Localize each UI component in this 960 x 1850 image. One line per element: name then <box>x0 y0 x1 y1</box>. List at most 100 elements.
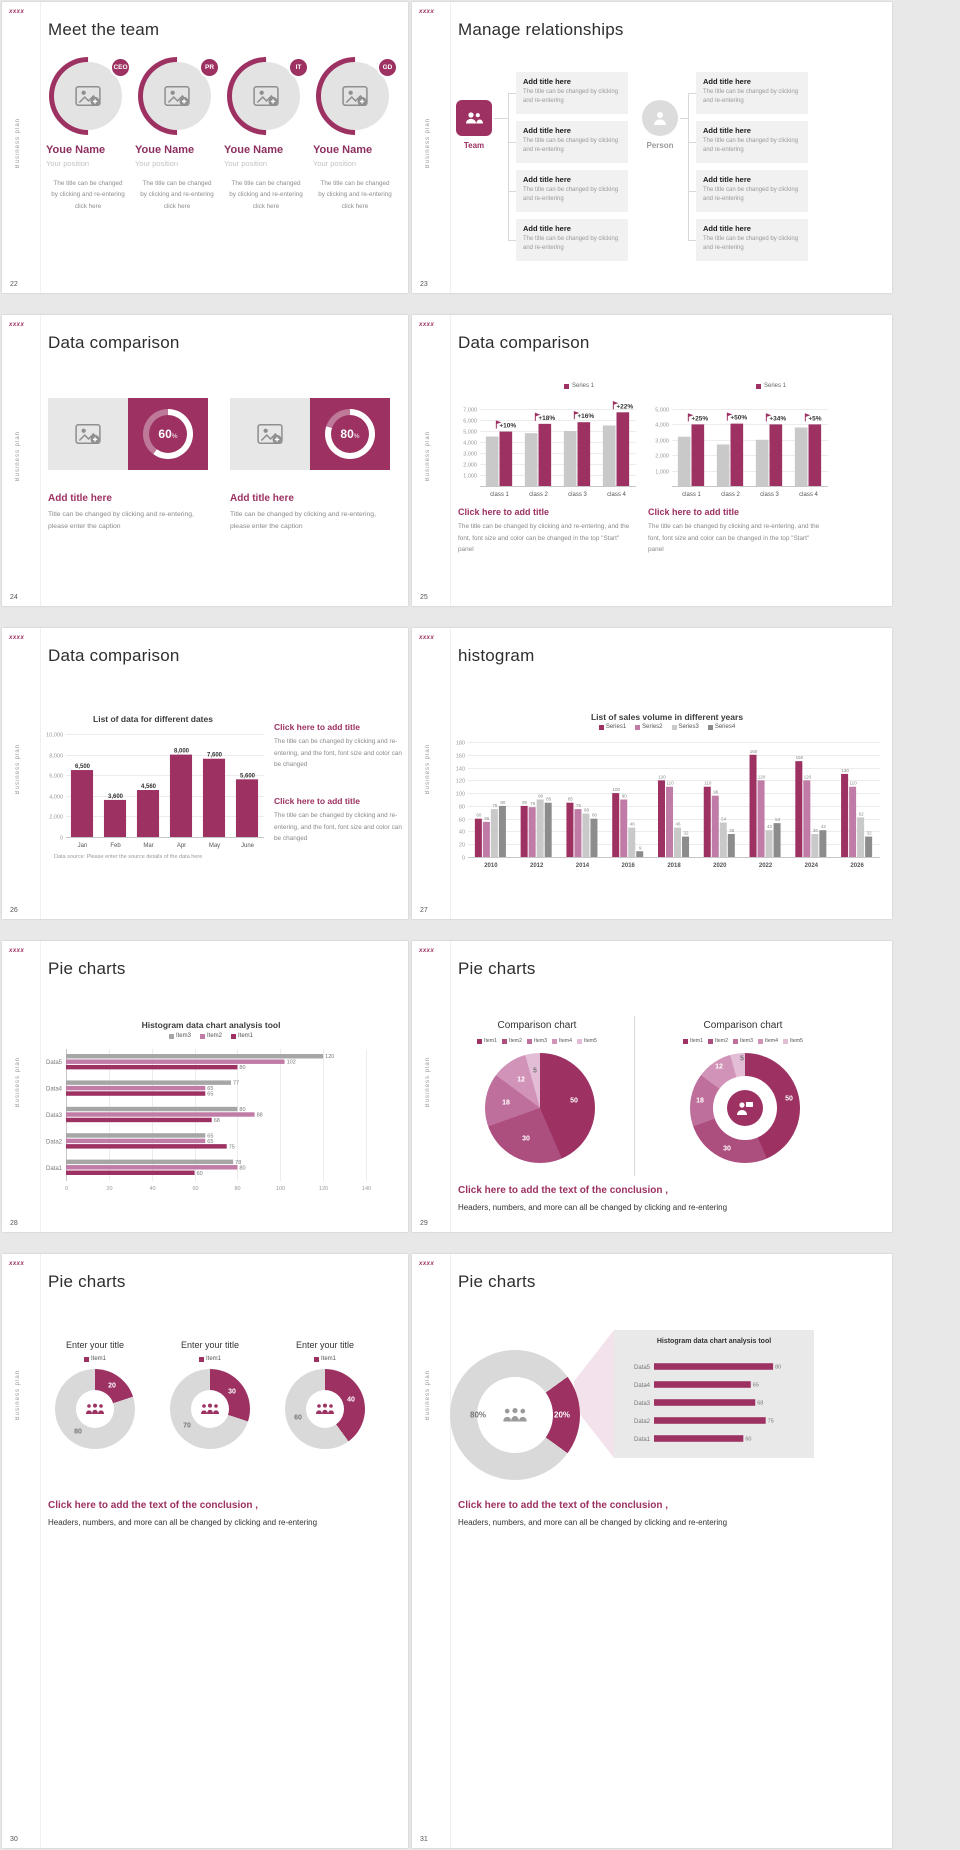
legend-item: Item1 <box>683 1038 703 1044</box>
people-icon <box>466 112 483 124</box>
chart-legend: Series1 Series2 Series3 Series4 <box>450 724 884 730</box>
title-box: Add title here The title can be changed b… <box>516 219 628 261</box>
slide-27-histogram[interactable]: xxxx Business plan histogram List of sal… <box>412 628 892 919</box>
slide-29-pie-charts[interactable]: xxxx Business plan Pie charts Comparison… <box>412 941 892 1232</box>
chart-title: Enter your title <box>65 1340 125 1350</box>
chart-legend: Item1 <box>158 1356 262 1362</box>
slide-28-pie-charts[interactable]: xxxx Business plan Pie charts Histogram … <box>2 941 408 1232</box>
slide-23-manage-relationships[interactable]: xxxx Business plan Manage relationships … <box>412 2 892 293</box>
legend-item: Series2 <box>635 724 663 730</box>
progress-unit: % <box>353 433 360 440</box>
legend-item: Item2 <box>502 1038 522 1044</box>
legend-swatch <box>168 1033 174 1039</box>
connector-line <box>688 93 696 94</box>
chart-legend: Item3 Item2 Item1 <box>40 1033 382 1039</box>
legend-swatch <box>733 1038 738 1044</box>
legend-label: Item2 <box>715 1038 728 1044</box>
legend-item: Item3 <box>527 1038 547 1044</box>
avatar: PR <box>121 40 233 152</box>
page-number: 23 <box>420 281 428 288</box>
legend-label: Item4 <box>558 1038 572 1044</box>
legend-swatch <box>527 1038 532 1044</box>
image-placeholder-icon <box>257 424 283 444</box>
pie-label: 5 <box>740 1055 744 1063</box>
legend-label: Item5 <box>583 1038 597 1044</box>
image-placeholder-icon <box>75 424 101 444</box>
legend-swatch <box>598 724 604 730</box>
stat-card: 80% <box>230 398 390 470</box>
card-description: Title can be changed by clicking and re-… <box>230 511 376 531</box>
legend-swatch <box>564 383 569 389</box>
slide-24-data-comparison[interactable]: xxxx Business plan Data comparison 60% 8… <box>2 315 408 606</box>
box-description: The title can be changed by clicking and… <box>703 236 799 251</box>
donut-chart: 80% 20% <box>450 1350 580 1480</box>
slide-31-pie-charts[interactable]: xxxx Business plan Pie charts 80% 20% Hi… <box>412 1254 892 1848</box>
legend-label: Item1 <box>238 1033 254 1039</box>
donut-value-label: 30 <box>228 1388 236 1396</box>
donut-rest-label: 80 <box>74 1428 82 1436</box>
block-title: Click here to add title <box>274 722 360 732</box>
donut-value-label: 20 <box>108 1382 116 1390</box>
legend-item: Item3 <box>733 1038 753 1044</box>
legend-label: Series1 <box>605 724 627 730</box>
member-name: Youe Name <box>313 144 373 156</box>
page-number: 29 <box>420 1220 428 1227</box>
slide-25-data-comparison[interactable]: xxxx Business plan Data comparison Serie… <box>412 315 892 606</box>
sidebar-divider <box>40 315 41 606</box>
legend-swatch <box>576 1038 582 1044</box>
page-number: 22 <box>10 281 18 288</box>
page-number: 26 <box>10 907 18 914</box>
role-badge: PR <box>199 57 220 78</box>
slide-26-data-comparison[interactable]: xxxx Business plan Data comparison List … <box>2 628 408 919</box>
slide-title: Pie charts <box>48 959 126 978</box>
legend-label: Item1 <box>205 1356 221 1362</box>
conclusion-body: Headers, numbers, and more can all be ch… <box>458 1203 728 1212</box>
chart-legend: Series 1 <box>564 383 594 389</box>
box-description: The title can be changed by clicking and… <box>523 89 619 104</box>
sidebar-divider <box>40 1254 41 1848</box>
legend-label: Series3 <box>678 724 699 730</box>
legend-swatch <box>83 1356 89 1362</box>
avatar: IT <box>210 40 322 152</box>
title-box: Add title here The title can be changed b… <box>696 170 808 212</box>
legend-item: Item2 <box>199 1033 222 1039</box>
page-number: 31 <box>420 1836 428 1843</box>
connector-line <box>508 93 509 240</box>
pie-label: 30 <box>522 1135 530 1143</box>
sidebar-vertical-label: Business plan <box>15 1057 21 1108</box>
panel-title: Histogram data chart analysis tool <box>656 1338 772 1345</box>
avatar-ring <box>210 40 322 152</box>
chart-title: Histogram data chart analysis tool <box>141 1020 281 1030</box>
bar-chart-canvas <box>456 393 640 499</box>
slide-title: histogram <box>458 646 535 665</box>
block-title: Click here to add title <box>458 507 550 517</box>
avatar-ring <box>299 40 411 152</box>
box-description: The title can be changed by clicking and… <box>523 236 619 251</box>
legend-item: Item1 <box>83 1356 106 1362</box>
donut-hole <box>713 1076 777 1140</box>
brand-logo: xxxx <box>9 322 25 328</box>
image-placeholder-icon <box>342 86 368 106</box>
progress-value: 60 <box>158 427 172 441</box>
legend-label: Item3 <box>175 1033 191 1039</box>
legend-swatch <box>708 1038 714 1044</box>
bar-chart-canvas <box>648 393 832 499</box>
title-box: Add title here The title can be changed b… <box>516 121 628 163</box>
legend-item: Item5 <box>782 1038 803 1044</box>
slide-22-meet-the-team[interactable]: xxxx Business plan Meet the team CEO You… <box>2 2 411 293</box>
slide-30-pie-charts[interactable]: xxxx Business plan Pie charts Enter your… <box>2 1254 408 1848</box>
legend-swatch <box>313 1356 319 1362</box>
block-description: The title can be changed by clicking and… <box>648 523 820 554</box>
people-icon <box>86 1403 104 1414</box>
donut-chart: 20 80 <box>55 1369 135 1449</box>
person-icon <box>654 112 666 125</box>
progress-ring: 80% <box>325 409 375 459</box>
data-source-note: Data source: Please enter the source det… <box>54 854 203 860</box>
sidebar-vertical-label: Business plan <box>15 118 21 169</box>
legend-item: Item4 <box>551 1038 572 1044</box>
slide-title: Data comparison <box>48 646 180 665</box>
member-position: Your position <box>224 159 268 168</box>
donut-rest-label: 80% <box>469 1410 487 1420</box>
legend-item: Item3 <box>168 1033 191 1039</box>
legend-swatch <box>477 1038 483 1044</box>
